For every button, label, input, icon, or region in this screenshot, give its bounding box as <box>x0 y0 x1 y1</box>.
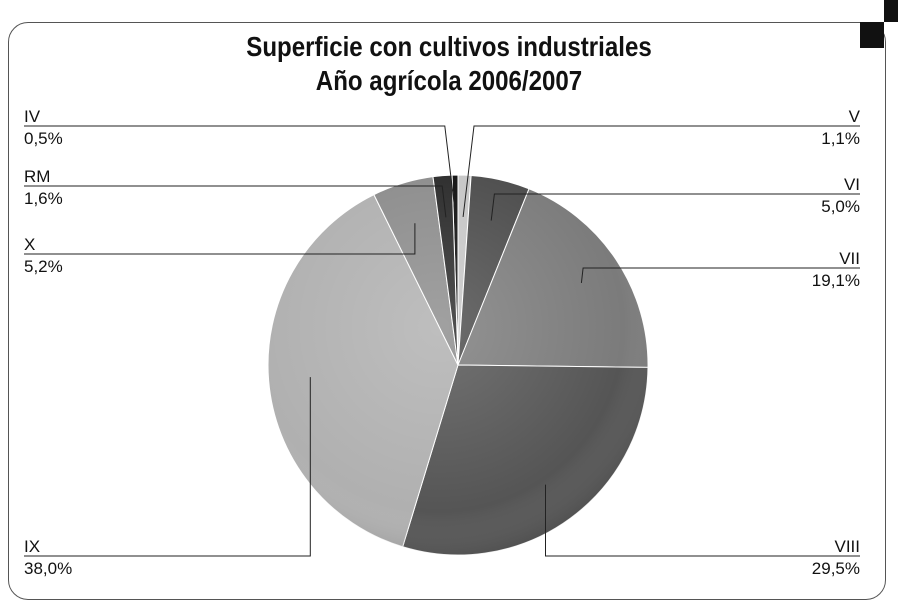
slice-value-vii: 19,1% <box>812 271 860 290</box>
slice-value-vi: 5,0% <box>821 197 860 216</box>
slice-label-ix: IX <box>24 537 40 556</box>
slice-value-iv: 0,5% <box>24 129 63 148</box>
chart-subtitle: Año agrícola 2006/2007 <box>315 65 583 96</box>
slice-value-rm: 1,6% <box>24 189 63 208</box>
leader-line-iv <box>24 125 457 217</box>
slice-label-x: X <box>24 235 35 254</box>
chart-title-line1: Superficie con cultivos industriales <box>246 31 652 62</box>
checker-corner-icon <box>860 0 898 48</box>
slice-value-viii: 29,5% <box>812 559 860 578</box>
leader-line-vii <box>580 267 860 283</box>
slice-value-v: 1,1% <box>821 129 860 148</box>
leader-line-vi <box>490 193 860 221</box>
slice-label-rm: RM <box>24 167 50 186</box>
leader-line-ix <box>24 377 311 557</box>
slice-label-viii: VIII <box>834 537 860 556</box>
leader-line-x <box>24 223 416 255</box>
slice-value-ix: 38,0% <box>24 559 72 578</box>
slice-label-vi: VI <box>844 175 860 194</box>
leader-line-viii <box>545 484 860 557</box>
chart-title: Superficie con cultivos industriales Año… <box>63 30 835 98</box>
slice-value-x: 5,2% <box>24 257 63 276</box>
leader-line-rm <box>24 185 447 218</box>
slice-label-vii: VII <box>839 249 860 268</box>
leader-line-v <box>462 125 860 217</box>
slice-label-iv: IV <box>24 107 41 126</box>
slice-label-v: V <box>849 107 861 126</box>
